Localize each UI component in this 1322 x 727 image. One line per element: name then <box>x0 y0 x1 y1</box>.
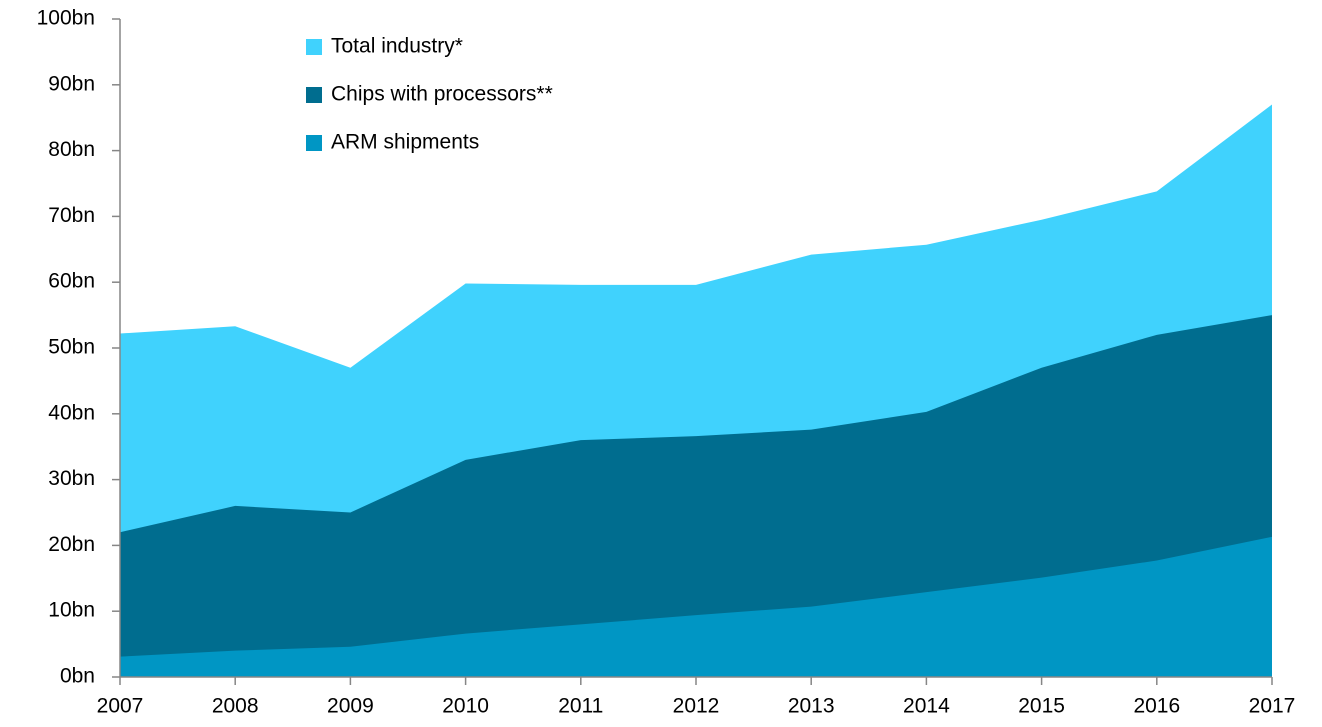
y-tick-label: 90bn <box>48 72 95 95</box>
x-tick-label: 2012 <box>673 695 720 718</box>
x-tick-label: 2011 <box>558 695 603 718</box>
x-tick-label: 2013 <box>788 695 835 718</box>
x-tick-label: 2009 <box>327 695 374 718</box>
x-tick-label: 2008 <box>212 695 259 718</box>
x-tick-label: 2010 <box>442 695 489 718</box>
x-tick-label: 2014 <box>903 695 950 718</box>
y-tick-label: 30bn <box>48 467 95 490</box>
area <box>120 536 1272 677</box>
y-tick-label: 100bn <box>37 7 95 30</box>
x-tick-label: 2016 <box>1133 695 1180 718</box>
legend-label: Total industry* <box>331 35 463 58</box>
legend-swatch <box>306 39 322 55</box>
y-tick-label: 60bn <box>48 270 95 293</box>
y-tick-label: 10bn <box>48 599 95 622</box>
legend-label: ARM shipments <box>331 131 479 154</box>
y-tick-label: 50bn <box>48 336 95 359</box>
x-tick-label: 2007 <box>97 695 144 718</box>
legend-swatch <box>306 87 322 103</box>
y-tick-label: 40bn <box>48 401 95 424</box>
x-tick-label: 2015 <box>1018 695 1065 718</box>
y-tick-label: 0bn <box>60 665 95 688</box>
y-tick-label: 80bn <box>48 138 95 161</box>
legend-label: Chips with processors** <box>331 83 553 106</box>
y-tick-label: 70bn <box>48 204 95 227</box>
legend-swatch <box>306 135 322 151</box>
x-tick-label: 2017 <box>1249 695 1296 718</box>
y-tick-label: 20bn <box>48 533 95 556</box>
